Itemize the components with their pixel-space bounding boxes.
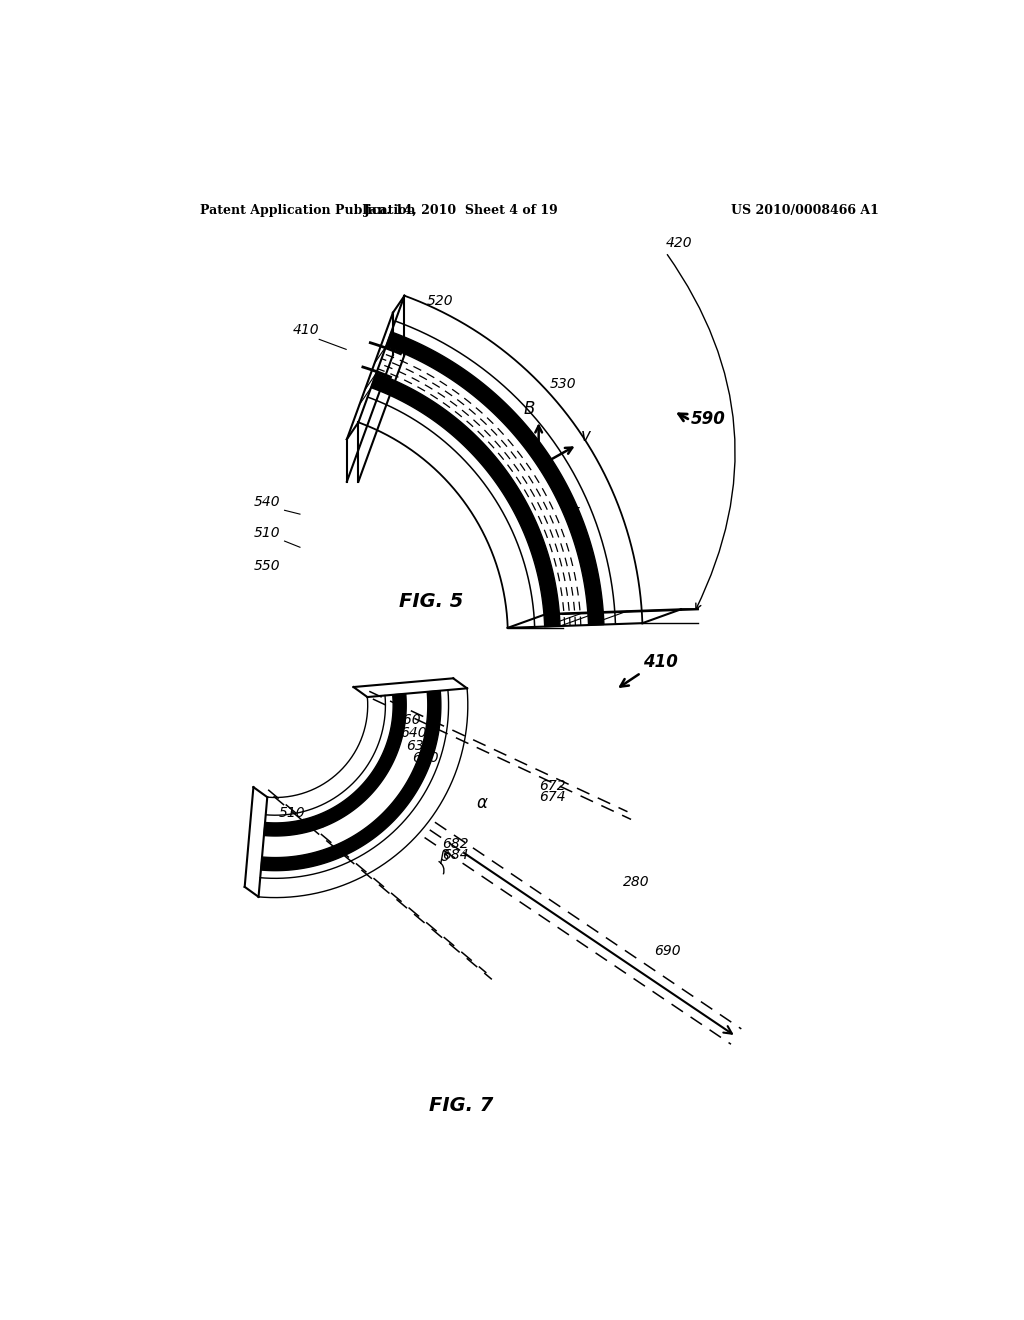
Text: 690: 690 [654,944,681,958]
Text: 410: 410 [643,652,678,671]
Text: B: B [523,400,536,418]
Text: 682: 682 [442,837,469,850]
Text: $\alpha$: $\alpha$ [475,793,488,812]
Text: 510: 510 [280,805,306,820]
Text: FIG. 7: FIG. 7 [429,1096,494,1115]
Text: v: v [581,426,591,445]
Text: 280: 280 [624,875,650,890]
Text: 550: 550 [254,560,281,573]
Text: 660: 660 [394,713,421,727]
Text: F: F [569,507,579,524]
Text: $\beta$: $\beta$ [438,847,450,866]
Text: 630: 630 [407,739,433,752]
Text: 684: 684 [442,849,469,862]
Text: Patent Application Publication: Patent Application Publication [200,205,416,218]
Text: 590: 590 [691,411,726,428]
Text: US 2010/0008466 A1: US 2010/0008466 A1 [731,205,879,218]
Text: 640: 640 [400,726,427,741]
Text: FIG. 5: FIG. 5 [398,591,463,611]
Text: 650: 650 [413,751,439,766]
Text: 510: 510 [254,527,281,540]
Text: 410: 410 [292,323,318,337]
Text: 520: 520 [427,294,454,308]
Text: 540: 540 [254,495,281,510]
Polygon shape [371,374,560,627]
Polygon shape [261,690,441,871]
Text: 674: 674 [539,791,565,804]
Text: Jan. 14, 2010  Sheet 4 of 19: Jan. 14, 2010 Sheet 4 of 19 [365,205,559,218]
Text: 530: 530 [550,378,577,391]
Polygon shape [264,694,407,836]
Polygon shape [386,331,604,626]
Text: 420: 420 [666,236,692,249]
Text: 672: 672 [539,779,565,793]
